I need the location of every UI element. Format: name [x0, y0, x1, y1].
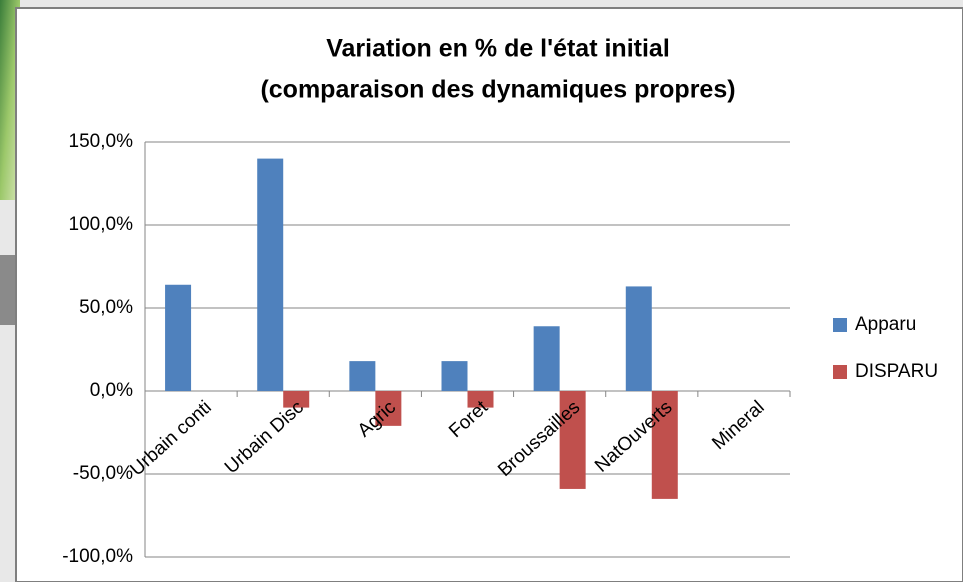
- chart-title: (comparaison des dynamiques propres): [260, 76, 735, 104]
- page: {"chart_data": {"type": "bar", "title": …: [0, 0, 963, 582]
- y-tick-label: 0,0%: [90, 380, 133, 401]
- legend-swatch: [833, 318, 847, 332]
- bar: [165, 285, 191, 391]
- y-tick-label: -100,0%: [62, 546, 133, 567]
- bar: [626, 286, 652, 391]
- legend-swatch: [833, 365, 847, 379]
- bar: [442, 361, 468, 391]
- bar: [534, 326, 560, 391]
- bar: [257, 159, 283, 391]
- y-tick-label: 150,0%: [69, 131, 134, 152]
- y-tick-label: 50,0%: [79, 297, 133, 318]
- chart-title: Variation en % de l'état initial: [326, 35, 670, 63]
- chart: Variation en % de l'état initial (compar…: [0, 0, 963, 582]
- bar: [349, 361, 375, 391]
- legend-label: Apparu: [855, 314, 916, 335]
- legend-label: DISPARU: [855, 361, 938, 382]
- y-tick-label: 100,0%: [69, 214, 134, 235]
- y-tick-label: -50,0%: [73, 463, 133, 484]
